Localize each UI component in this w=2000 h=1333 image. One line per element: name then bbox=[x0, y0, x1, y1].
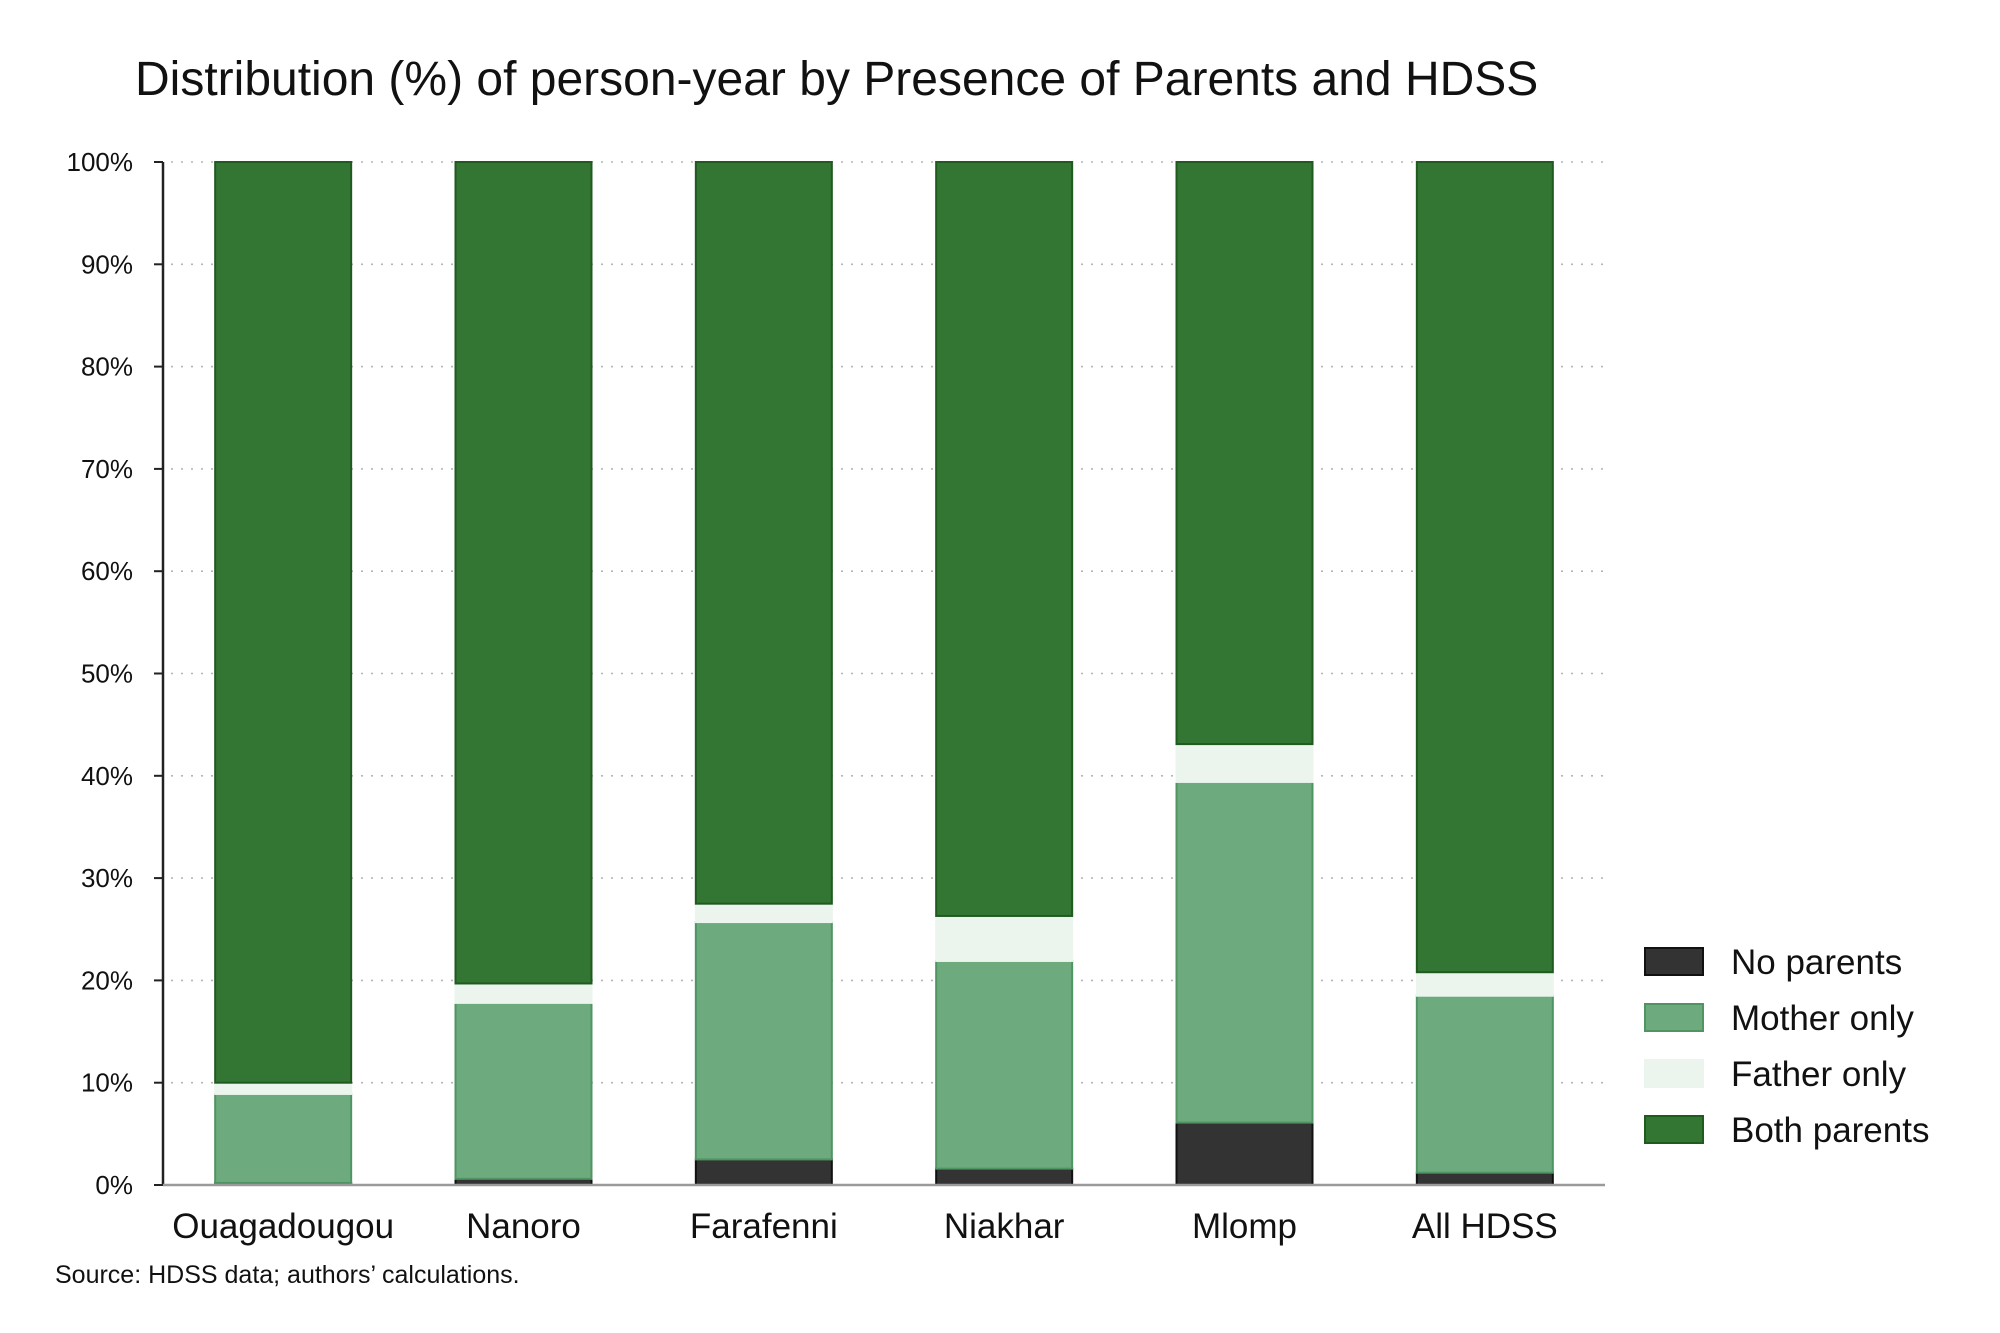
y-tick-label: 80% bbox=[81, 352, 133, 382]
legend-label: Both parents bbox=[1731, 1111, 1929, 1150]
bar-segment-father-only bbox=[1415, 971, 1554, 997]
x-tick-label: Mlomp bbox=[1192, 1207, 1297, 1246]
y-tick-label: 50% bbox=[81, 659, 133, 689]
legend-swatch bbox=[1644, 947, 1704, 976]
legend-swatch bbox=[1644, 1115, 1704, 1144]
bar-segment-mother-only bbox=[694, 921, 833, 1161]
legend-label: Father only bbox=[1731, 1055, 1907, 1094]
y-tick-label: 100% bbox=[67, 147, 134, 177]
axes bbox=[161, 162, 1605, 1187]
x-tick-label: Farafenni bbox=[690, 1207, 838, 1246]
y-tick-label: 0% bbox=[95, 1170, 133, 1200]
bar-segment-no-parents bbox=[935, 1167, 1074, 1186]
y-tick-label: 10% bbox=[81, 1068, 133, 1098]
bar-segment-no-parents bbox=[1175, 1121, 1314, 1187]
x-tick-label: All HDSS bbox=[1412, 1207, 1558, 1246]
x-tick-label: Ouagadougou bbox=[172, 1207, 394, 1246]
bar-segment-both-parents bbox=[694, 161, 833, 905]
bar-segment-father-only bbox=[935, 914, 1074, 962]
bar-segment-mother-only bbox=[935, 959, 1074, 1170]
bar-segment-mother-only bbox=[454, 1001, 593, 1180]
chart-title: Distribution (%) of person-year by Prese… bbox=[135, 53, 1538, 106]
bar-segment-both-parents bbox=[1415, 161, 1554, 974]
legend-label: No parents bbox=[1731, 943, 1902, 982]
x-axis-labels: Ouagadougou Nanoro Farafenni Niakhar Mlomp Al… bbox=[172, 1207, 1558, 1246]
y-axis-ticks: 0% 10% 20% 30% 40% 50% 60% 70% 80% 90% 100% bbox=[67, 147, 163, 1200]
y-tick-label: 20% bbox=[81, 965, 133, 995]
legend-swatch bbox=[1644, 1003, 1704, 1032]
bar-segment-father-only bbox=[1175, 743, 1314, 783]
y-tick-label: 40% bbox=[81, 761, 133, 791]
bars bbox=[214, 161, 1554, 1187]
bar-segment-both-parents bbox=[935, 161, 1074, 917]
bar-segment-both-parents bbox=[1175, 161, 1314, 746]
y-tick-label: 30% bbox=[81, 863, 133, 893]
gridlines bbox=[171, 161, 1605, 1186]
bar-segment-father-only bbox=[454, 982, 593, 1004]
legend: No parents Mother only Father only Both par… bbox=[1644, 943, 1929, 1150]
y-tick-label: 70% bbox=[81, 454, 133, 484]
x-tick-label: Niakhar bbox=[944, 1207, 1065, 1246]
y-tick-label: 60% bbox=[81, 556, 133, 586]
bar-segment-no-parents bbox=[694, 1158, 833, 1187]
bar-segment-father-only bbox=[214, 1081, 353, 1095]
bar-segment-mother-only bbox=[214, 1092, 353, 1184]
bar-segment-no-parents bbox=[1415, 1171, 1554, 1186]
legend-swatch bbox=[1644, 1059, 1704, 1088]
legend-label: Mother only bbox=[1731, 999, 1914, 1038]
bar-segment-mother-only bbox=[1175, 780, 1314, 1124]
bar-segment-both-parents bbox=[214, 161, 353, 1084]
bar-segment-father-only bbox=[694, 902, 833, 924]
source-note: Source: HDSS data; authors’ calculations… bbox=[55, 1261, 520, 1289]
y-tick-label: 90% bbox=[81, 249, 133, 279]
bar-segment-both-parents bbox=[454, 161, 593, 985]
bar-segment-mother-only bbox=[1415, 994, 1554, 1174]
x-tick-label: Nanoro bbox=[466, 1207, 581, 1246]
